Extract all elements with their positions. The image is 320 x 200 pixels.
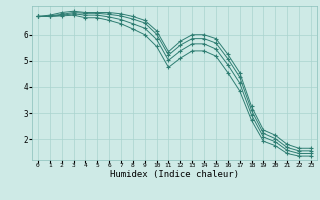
X-axis label: Humidex (Indice chaleur): Humidex (Indice chaleur)	[110, 170, 239, 179]
